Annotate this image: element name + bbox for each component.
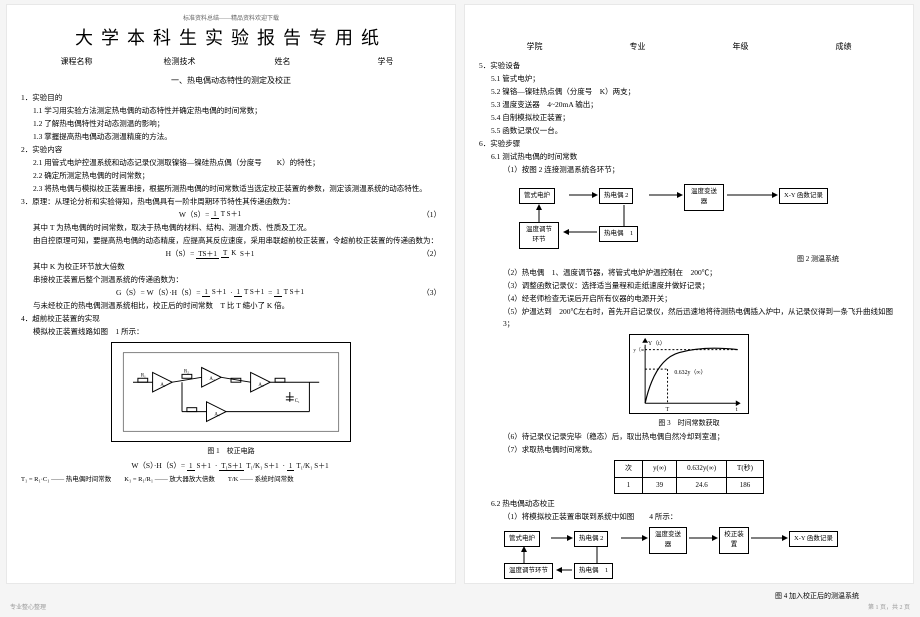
s2-1: 2.1 用管式电炉控温系统和动态记录仪测取镍铬—镍硅热点偶（分度号 K）的特性； bbox=[21, 157, 441, 169]
s2-2: 2.2 确定所测定热电偶的时间常数； bbox=[21, 170, 441, 182]
s5-1: 5.1 管式电炉； bbox=[479, 73, 899, 85]
s5: 5．实验设备 bbox=[479, 60, 899, 72]
s6-1: 6.1 测试热电偶的时间常数 bbox=[479, 151, 899, 163]
formula-1: W（S）= 1T S＋1 （1） bbox=[21, 209, 441, 221]
caption-3: 图 3 时间常数获取 bbox=[479, 418, 899, 429]
s5-3: 5.3 温度变送器 4~20mA 输出； bbox=[479, 99, 899, 111]
s6-1-1: （1）按图 2 连接测温系统各环节； bbox=[479, 164, 899, 176]
svg-text:T: T bbox=[666, 407, 670, 413]
svg-text:R₂: R₂ bbox=[184, 369, 189, 374]
flow1-arrows bbox=[499, 180, 879, 250]
s3: 3．原理：从理论分析和实验得知，热电偶具有一阶非周期环节特性其传递函数为： bbox=[21, 196, 441, 208]
caption-1: 图 1 校正电路 bbox=[21, 446, 441, 457]
flow2-arrows bbox=[499, 527, 879, 587]
main-title: 大学本科生实验报告专用纸 bbox=[21, 24, 441, 50]
page-right: 学院 专业 年级 成绩 5．实验设备 5.1 管式电炉； 5.2 镍铬—镍硅热点… bbox=[464, 4, 914, 584]
hdr-score: 成绩 bbox=[792, 41, 895, 52]
svg-text:Y（t）: Y（t） bbox=[648, 340, 666, 347]
s5-4: 5.4 自制模拟校正装置； bbox=[479, 112, 899, 124]
s5-5: 5.5 函数记录仪一台。 bbox=[479, 125, 899, 137]
formula-4: W（S）·H（S）= 1S＋1 · T₁S＋1T₁/K₁ S＋1 · 1T₁/K… bbox=[21, 460, 441, 472]
hdr-name: 姓名 bbox=[231, 56, 334, 67]
s6-1-6: （6）待记录仪记录完毕（稳态）后，取出热电偶自然冷却到室温； bbox=[479, 431, 899, 443]
s6-1-2: （2）热电偶 1、温度调节器，将管式电炉炉温控制在 200℃； bbox=[479, 267, 899, 279]
hdr-id: 学号 bbox=[334, 56, 437, 67]
svg-text:A₂: A₂ bbox=[209, 377, 215, 382]
hdr-college: 学院 bbox=[483, 41, 586, 52]
s1: 1．实验目的 bbox=[21, 92, 441, 104]
data-table: 次 y(∞) 0.632y(∞) T(秒) 1 39 24.6 186 bbox=[614, 460, 764, 493]
s3d: 串接校正装置后整个测温系统的传递函数为： bbox=[21, 274, 441, 286]
hdr-grade: 年级 bbox=[689, 41, 792, 52]
s1-1: 1.1 学习用实验方法测定热电偶的动态特性并确定热电偶的时间常数； bbox=[21, 105, 441, 117]
s6-1-5: （5）炉温达到 200℃左右时，首先开启记录仪，然后迅速地将待测热电偶插入炉中，… bbox=[479, 306, 899, 330]
s6-1-4: （4）经老师检查无误后开启所有仪器的电源开关； bbox=[479, 293, 899, 305]
s1-3: 1.3 掌握提高热电偶动态测温精度的方法。 bbox=[21, 131, 441, 143]
footer-left: 专业整心整理 bbox=[10, 602, 46, 611]
s3b: 由自控原理可知，要提高热电偶的动态精度，应提高其反应速度，采用串联超前校正装置，… bbox=[21, 235, 441, 247]
s6-2: 6.2 热电偶动态校正 bbox=[479, 498, 899, 510]
flow-diagram-1: 管式电炉 热电偶 2 温度变送器 X-Y 函数记录 温度调节环节 热电偶 1 bbox=[499, 180, 879, 250]
hdr-course: 课程名称 bbox=[25, 56, 128, 67]
table-row: 1 39 24.6 186 bbox=[614, 477, 763, 493]
s4: 4．超前校正装置的实现 bbox=[21, 313, 441, 325]
right-content: 5．实验设备 5.1 管式电炉； 5.2 镍铬—镍硅热点偶（分度号 K）两支； … bbox=[479, 60, 899, 602]
curve-svg: Y（t） y（∞） 0.632y（∞） T t bbox=[630, 335, 748, 413]
table-header-row: 次 y(∞) 0.632y(∞) T(秒) bbox=[614, 461, 763, 477]
defs: T₁ = R₁·C₁ —— 热电偶时间常数 K₁ = R₁/R₁ —— 放大器放… bbox=[21, 475, 441, 485]
flow-diagram-2: 管式电炉 热电偶 2 温度变送器 校正装置 X-Y 函数记录 温度调节环节 热电… bbox=[499, 527, 879, 587]
s6-1-3: （3）调整函数记录仪：选择适当量程和走纸速度并做好记录； bbox=[479, 280, 899, 292]
svg-text:0.632y（∞）: 0.632y（∞） bbox=[674, 369, 706, 376]
footer-right: 第 1 页，共 2 页 bbox=[868, 602, 910, 611]
s6: 6．实验步骤 bbox=[479, 138, 899, 150]
page-left: 标准资料总结——精品资料欢迎下载 大学本科生实验报告专用纸 课程名称 检测技术 … bbox=[6, 4, 456, 584]
s1-2: 1.2 了解热电偶特性对动态测温的影响； bbox=[21, 118, 441, 130]
formula-2: H（S）= TS＋1TK S＋1 （2） bbox=[21, 248, 441, 260]
circuit-diagram: A₁ A₂ A₃ A₄ R₁ R₂ C₁ bbox=[111, 342, 351, 442]
s3c: 其中 K 为校正环节放大倍数 bbox=[21, 261, 441, 273]
caption-4: 图 4 加入校正后的测温系统 bbox=[479, 591, 899, 602]
hdr-major: 专业 bbox=[586, 41, 689, 52]
sec1-title: 一、热电偶动态特性的测定及校正 bbox=[21, 75, 441, 88]
formula-3: G（S）= W（S）·H（S）= 1S＋1 · 1T S＋1 = 1T S＋1 … bbox=[21, 287, 441, 299]
header-row-2: 学院 专业 年级 成绩 bbox=[479, 41, 899, 52]
circuit-svg: A₁ A₂ A₃ A₄ R₁ R₂ C₁ bbox=[112, 343, 350, 441]
s2-3: 2.3 将热电偶与模拟校正装置串接，根据所测热电偶的时间常数适当选定校正装置的参… bbox=[21, 183, 441, 195]
svg-text:A₁: A₁ bbox=[160, 383, 166, 388]
svg-text:R₁: R₁ bbox=[141, 373, 146, 378]
s5-2: 5.2 镍铬—镍硅热点偶（分度号 K）两支； bbox=[479, 86, 899, 98]
hdr-tech: 检测技术 bbox=[128, 56, 231, 67]
left-content: 一、热电偶动态特性的测定及校正 1．实验目的 1.1 学习用实验方法测定热电偶的… bbox=[21, 75, 441, 485]
svg-text:A₄: A₄ bbox=[214, 412, 220, 417]
s4a: 模拟校正装置线路如图 1 所示： bbox=[21, 326, 441, 338]
caption-2: 图 2 测温系统 bbox=[479, 254, 899, 265]
svg-text:y（∞）: y（∞） bbox=[633, 348, 649, 354]
curve-diagram: Y（t） y（∞） 0.632y（∞） T t bbox=[629, 334, 749, 414]
s3e: 与未经校正的热电偶测温系统相比，校正后的时间常数 T 比 T 缩小了 K 倍。 bbox=[21, 300, 441, 312]
header-row: 课程名称 检测技术 姓名 学号 bbox=[21, 56, 441, 67]
svg-text:C₁: C₁ bbox=[295, 399, 300, 404]
s2: 2．实验内容 bbox=[21, 144, 441, 156]
svg-text:A₃: A₃ bbox=[258, 383, 264, 388]
svg-text:t: t bbox=[736, 407, 738, 413]
top-note: 标准资料总结——精品资料欢迎下载 bbox=[21, 13, 441, 22]
s3a: 其中 T 为热电偶的时间常数，取决于热电偶的材料、结构、测温介质、性质及工况。 bbox=[21, 222, 441, 234]
s6-1-7: （7）求取热电偶时间常数。 bbox=[479, 444, 899, 456]
s6-2-1: （1）将模拟校正装置串联到系统中如图 4 所示： bbox=[479, 511, 899, 523]
